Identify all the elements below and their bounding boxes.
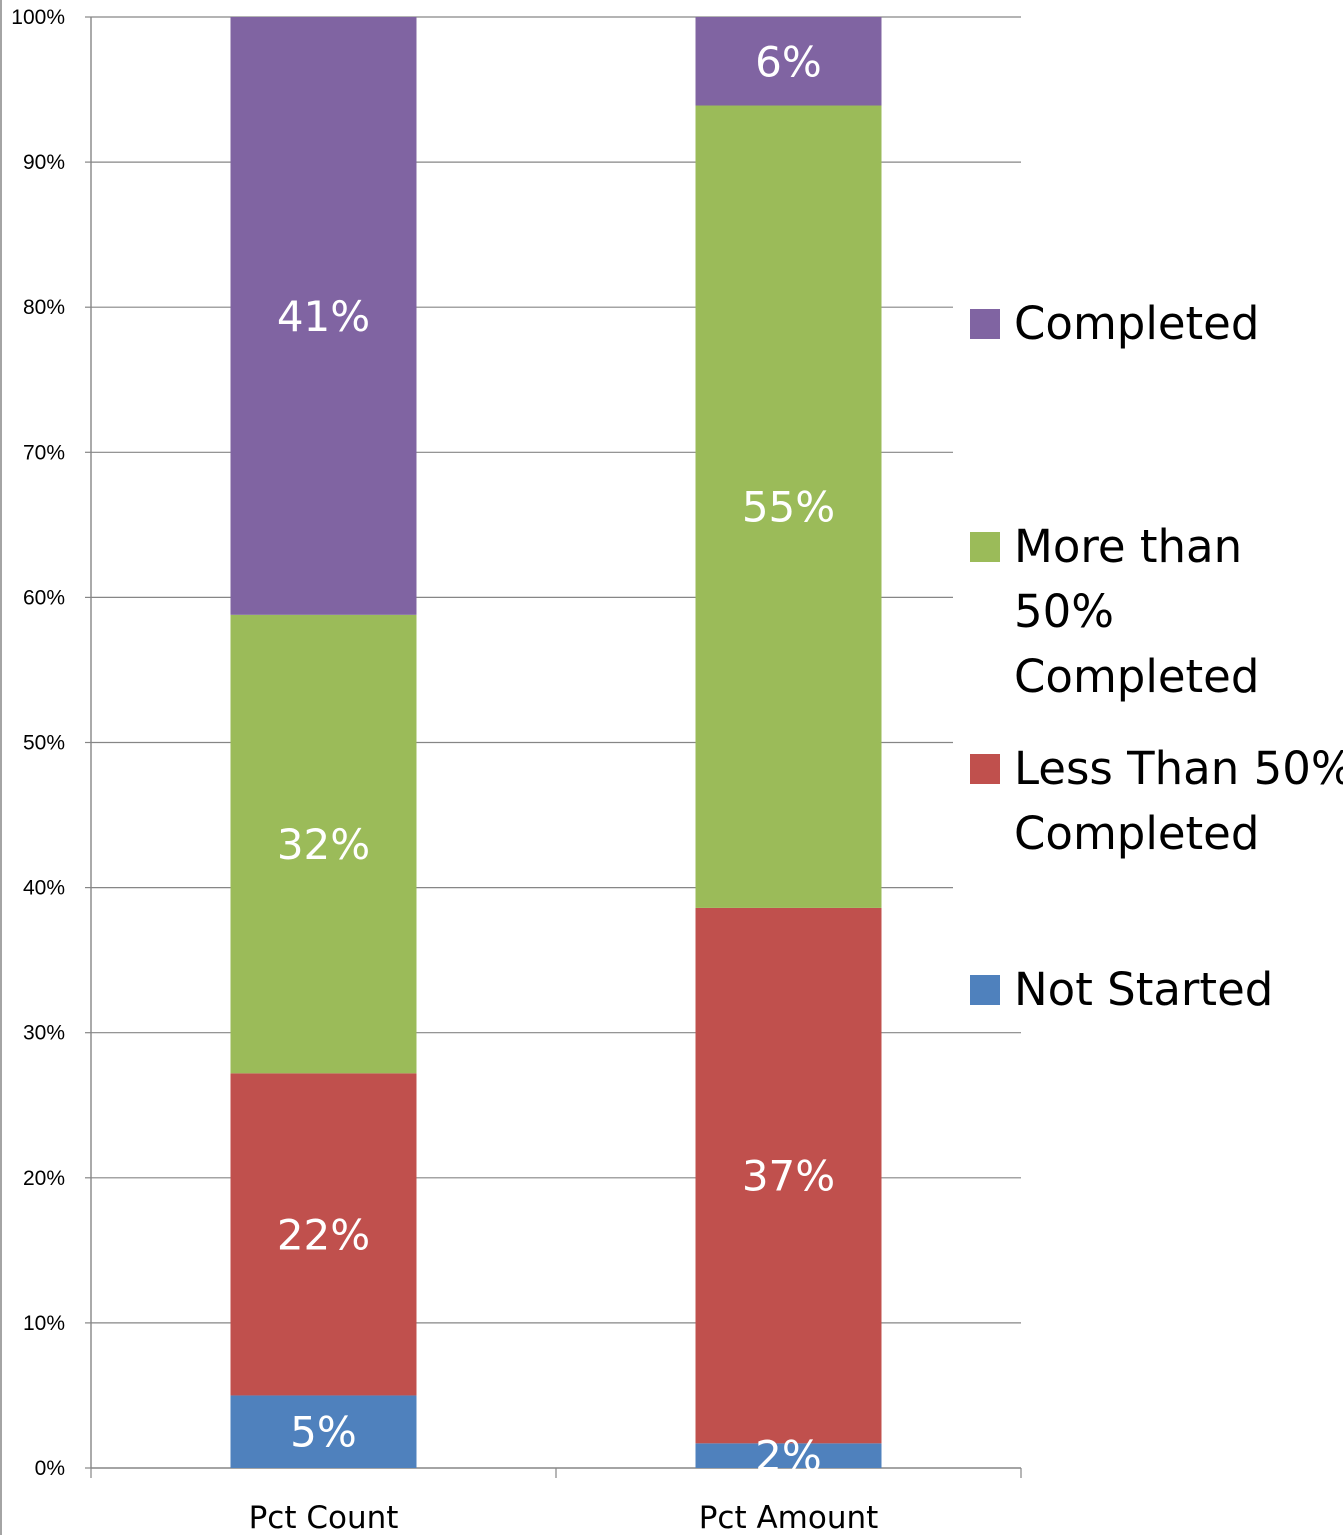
y-tick-label: 100% — [11, 6, 65, 29]
data-label: 2% — [755, 1432, 822, 1481]
bar-segment — [230, 614, 417, 1074]
legend-label: Not Started — [1014, 963, 1273, 1016]
y-tick-label: 90% — [23, 151, 65, 174]
data-label: 55% — [742, 483, 835, 532]
legend: Completed More than 50% Completed Less Than … — [970, 297, 1343, 1016]
bar-segment — [695, 907, 882, 1444]
legend-label: Completed — [1014, 650, 1259, 703]
y-tick-label: 10% — [23, 1312, 65, 1335]
legend-swatch — [970, 975, 1000, 1005]
bar-segment — [230, 1395, 417, 1468]
data-label: 5% — [290, 1408, 357, 1457]
data-labels: 5% 22% 32% 41% 2% 37% 55% 6% — [277, 37, 835, 1480]
bar-segment — [230, 1073, 417, 1396]
data-label: 32% — [277, 820, 370, 869]
y-tick-label: 20% — [23, 1167, 65, 1190]
y-tick-label: 40% — [23, 877, 65, 900]
x-category-label: Pct Amount — [699, 1500, 879, 1535]
legend-swatch — [970, 754, 1000, 784]
data-label: 37% — [742, 1152, 835, 1201]
bar-segment — [695, 1443, 882, 1468]
bar-segment — [695, 105, 882, 908]
y-tick-label: 0% — [35, 1457, 65, 1480]
legend-label: Less Than 50% — [1014, 742, 1343, 795]
legend-label: 50% — [1014, 585, 1114, 638]
legend-label: Completed — [1014, 807, 1259, 860]
data-label: 6% — [755, 37, 822, 86]
bar-segment — [695, 17, 882, 106]
legend-swatch — [970, 532, 1000, 562]
bar-segment — [230, 17, 417, 615]
y-tick-label: 50% — [23, 732, 65, 755]
axes: 0% 10% 20% 30% 40% 50% 60% 70% 80% 90% 100% Pct Cou… — [0, 0, 1022, 1535]
x-category-label: Pct Count — [249, 1500, 399, 1535]
y-tick-label: 80% — [23, 296, 65, 319]
data-label: 41% — [277, 292, 370, 341]
legend-swatch — [970, 309, 1000, 339]
legend-label: Completed — [1014, 297, 1259, 350]
y-tick-label: 70% — [23, 441, 65, 464]
y-tick-label: 60% — [23, 586, 65, 609]
bars — [230, 17, 882, 1468]
data-label: 22% — [277, 1210, 370, 1259]
legend-label: More than — [1014, 520, 1242, 573]
y-tick-label: 30% — [23, 1022, 65, 1045]
